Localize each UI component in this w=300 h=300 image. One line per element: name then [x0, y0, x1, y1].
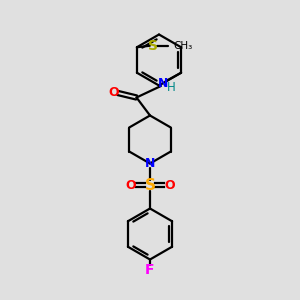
Text: O: O — [164, 178, 175, 192]
Text: CH₃: CH₃ — [173, 41, 193, 51]
Text: N: N — [145, 157, 155, 170]
Text: N: N — [158, 77, 169, 90]
Text: S: S — [145, 178, 155, 193]
Text: O: O — [125, 178, 136, 192]
Text: H: H — [167, 81, 176, 94]
Text: S: S — [148, 39, 158, 53]
Text: O: O — [108, 86, 119, 99]
Text: F: F — [145, 263, 155, 277]
